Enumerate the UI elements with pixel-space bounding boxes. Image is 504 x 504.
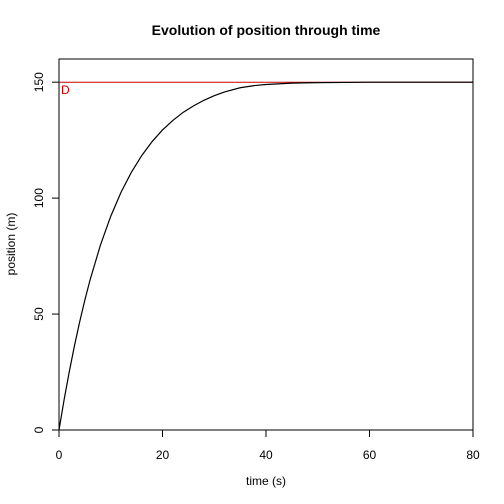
y-tick-label: 50 <box>32 307 46 321</box>
y-tick-label: 150 <box>32 72 46 92</box>
y-tick-label: 0 <box>32 426 46 433</box>
y-axis: 0 50 100 150 <box>32 72 59 433</box>
y-axis-label: position (m) <box>4 213 18 276</box>
chart-title: Evolution of position through time <box>152 22 381 38</box>
x-axis: 0 20 40 60 80 <box>56 430 480 462</box>
position-curve <box>58 81 473 431</box>
x-tick-label: 0 <box>56 448 63 462</box>
x-tick-label: 60 <box>363 448 377 462</box>
x-axis-label: time (s) <box>246 474 286 488</box>
x-tick-label: 20 <box>156 448 170 462</box>
x-tick-label: 40 <box>259 448 273 462</box>
plot-frame <box>58 58 474 431</box>
x-tick-label: 80 <box>466 448 480 462</box>
y-tick-label: 100 <box>32 188 46 208</box>
reference-line-label: D <box>61 83 70 97</box>
